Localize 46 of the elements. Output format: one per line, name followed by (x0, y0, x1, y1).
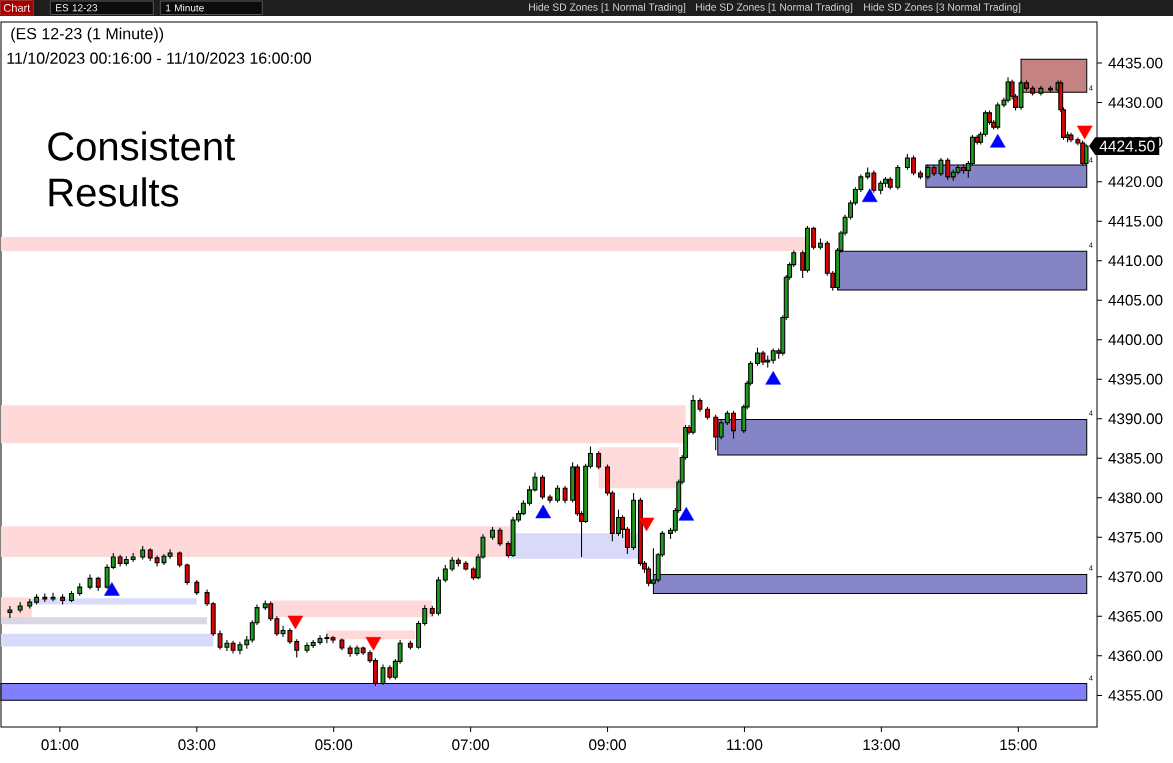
y-tick-label: 4360.00 (1108, 650, 1163, 662)
y-tick-label: 4430.00 (1108, 97, 1163, 108)
candlestick (562, 485, 568, 504)
x-tick-label: 01:00 (41, 739, 79, 751)
text: ES 12-23 (56, 4, 98, 12)
y-tick-label: 4415.00 (1108, 215, 1163, 227)
y-tick-label: 4435.00 (1108, 57, 1163, 69)
candlestick (1005, 76, 1011, 104)
point (765, 371, 781, 385)
candlestick (497, 527, 503, 547)
y-tick-label: 4355.00 (1108, 689, 1163, 701)
text: Hide SD Zones [3 Normal Trading] (864, 3, 1021, 13)
y-tick-label: 4405.00 (1108, 294, 1163, 306)
text: Hide SD Zones [1 Normal Trading] (529, 3, 686, 13)
y-tick-label: 4390.00 (1108, 413, 1163, 425)
text: Hide SD Zones [1 Normal Trading] (696, 3, 853, 13)
point (104, 582, 120, 596)
chart-title: (ES 12-23 (1 Minute)) (11, 27, 164, 43)
x-tick-label: 05:00 (315, 739, 353, 751)
candlestick (7, 605, 13, 619)
y-tick-label: 4395.00 (1108, 373, 1163, 385)
x-tick-label: 11:00 (727, 739, 763, 751)
x-tick-label: 15:00 (1000, 739, 1037, 751)
x-tick-label: 03:00 (178, 739, 216, 751)
annotation: Consistent Results (48, 131, 235, 207)
x-tick-label: 07:00 (452, 739, 490, 751)
candlestick (130, 552, 136, 563)
candlestick (167, 548, 173, 560)
point (678, 507, 695, 521)
point (535, 504, 551, 519)
y-tick-label: 4365.00 (1108, 610, 1163, 622)
y-tick-label: 4375.00 (1108, 531, 1163, 543)
text: 11/10/2023 00:16:00 - 11/10/2023 16:00:00 (7, 52, 312, 64)
text: 1 Minute (166, 4, 204, 12)
candlestick (547, 494, 553, 504)
point (989, 133, 1006, 148)
y-tick-label: 4370.00 (1108, 571, 1163, 583)
point (861, 188, 878, 203)
text: Chart (3, 3, 31, 12)
x-tick-label: 09:00 (589, 739, 626, 751)
y-tick-label: 4385.00 (1108, 452, 1163, 464)
x-tick-label: 13:00 (863, 739, 900, 751)
y-tick-label: 4420.00 (1108, 176, 1163, 188)
y-tick-label: 4400.00 (1108, 334, 1163, 346)
y-tick-label: 4410.00 (1108, 255, 1163, 267)
y-tick-label: 4380.00 (1108, 492, 1163, 504)
